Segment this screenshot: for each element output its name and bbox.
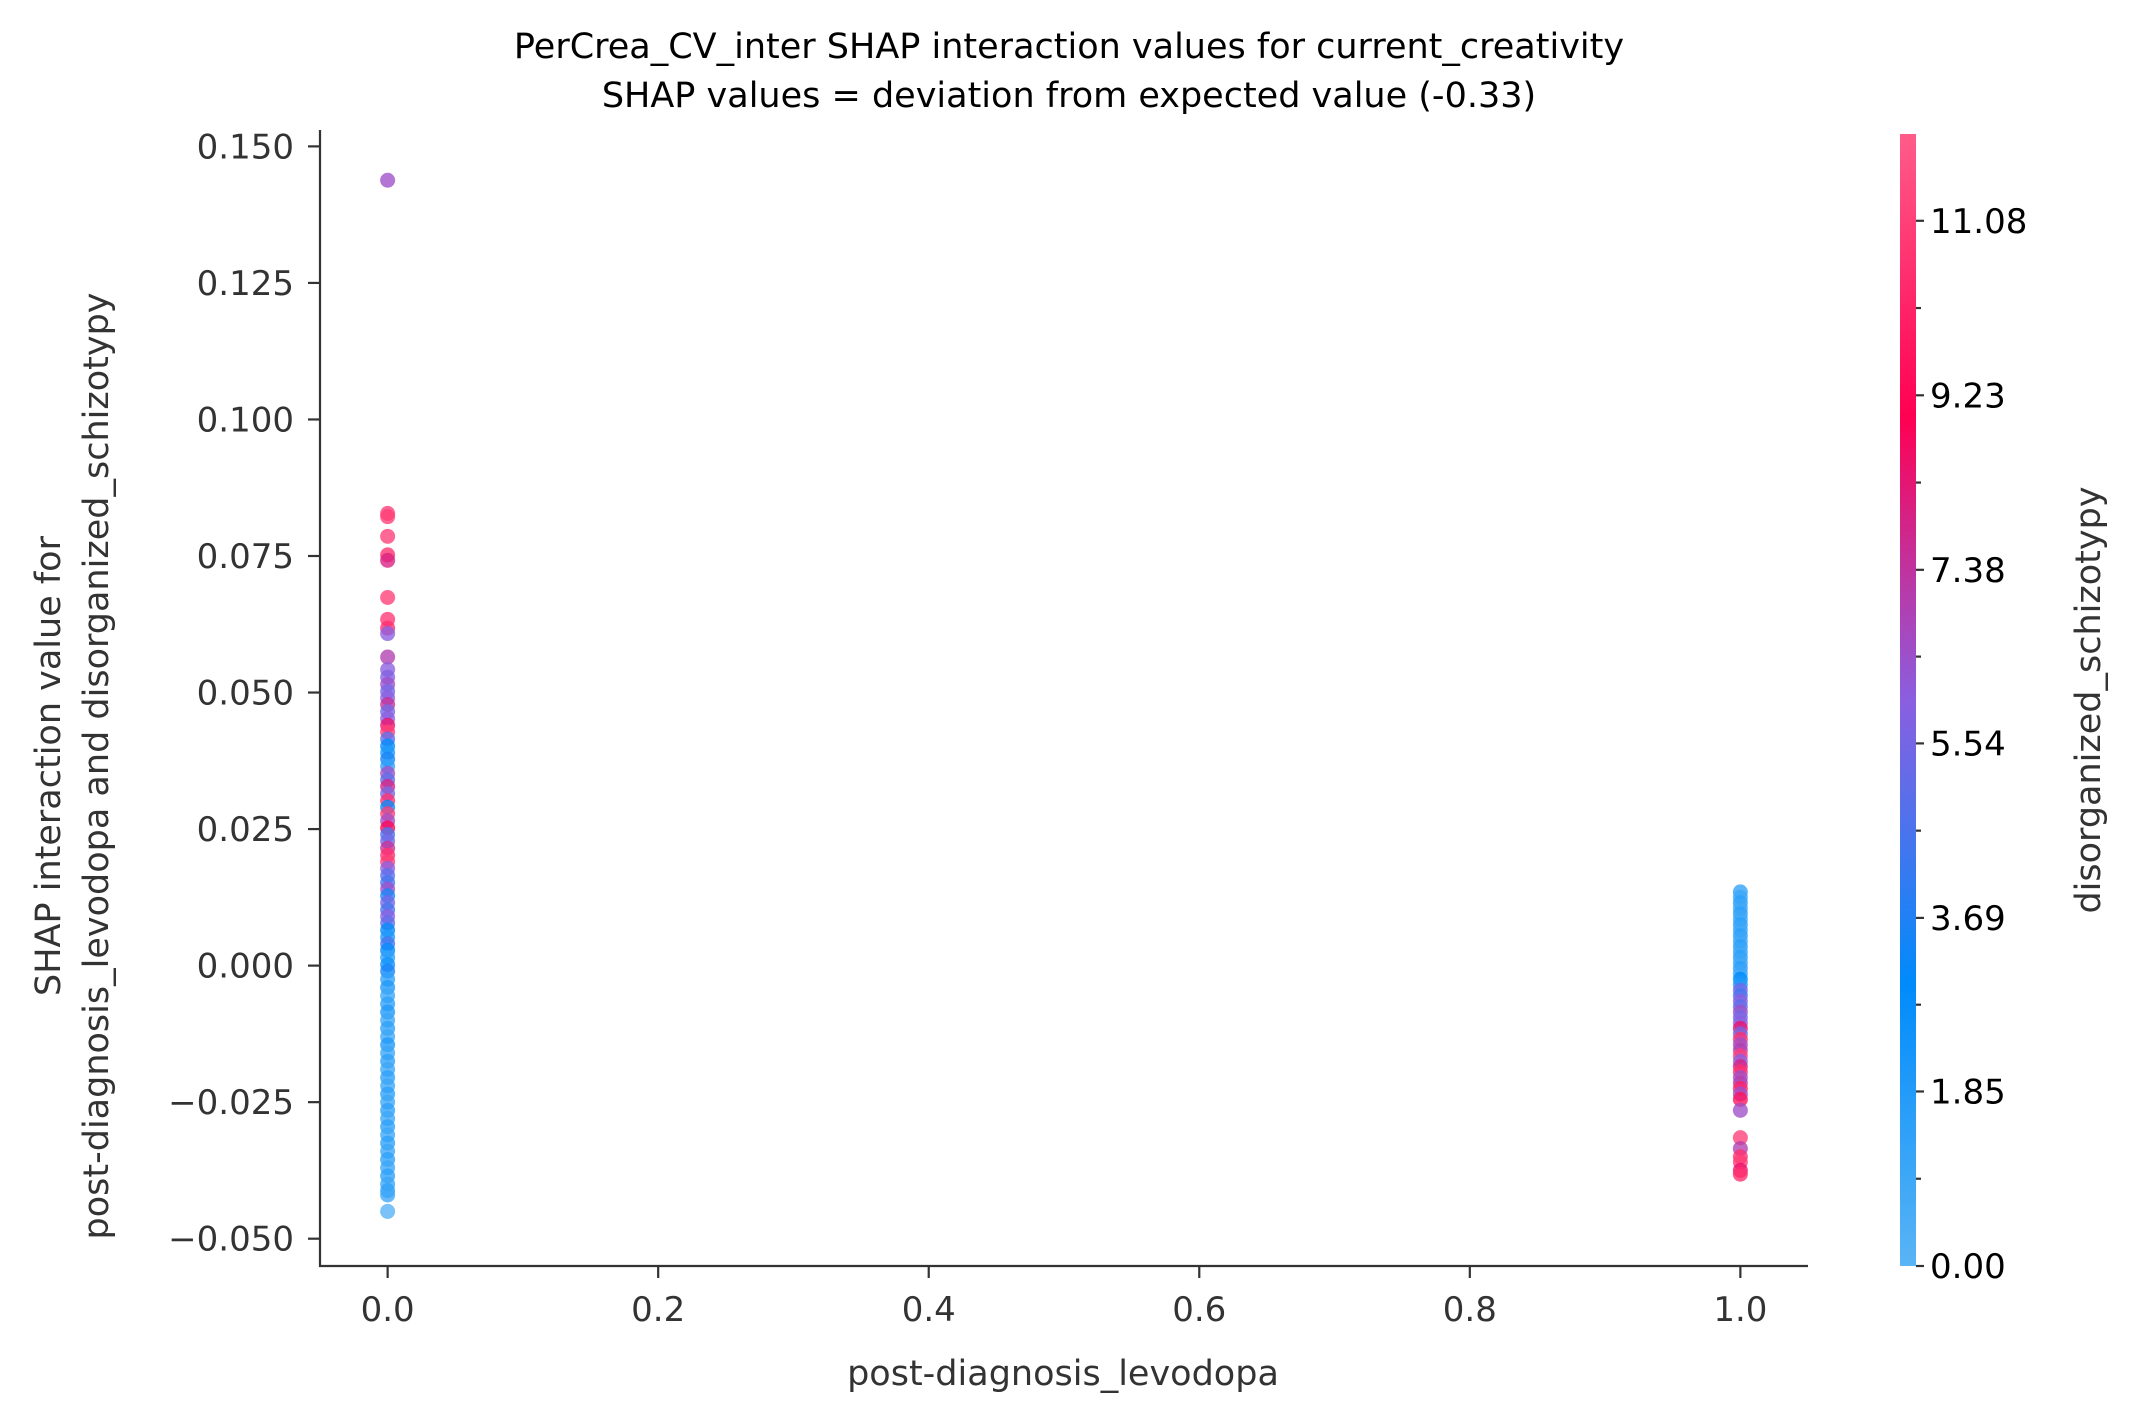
scatter-point bbox=[380, 1203, 396, 1219]
y-axis-title-line-1: SHAP interaction value for bbox=[29, 535, 69, 996]
scatter-point bbox=[380, 552, 396, 568]
y-axis-title-line-2: post-diagnosis_levodopa and disorganized… bbox=[77, 293, 117, 1240]
scatter-point bbox=[1732, 1166, 1748, 1182]
scatter-point bbox=[1732, 1102, 1748, 1118]
y-tick-label: 0.100 bbox=[197, 400, 294, 440]
colorbar-tick-label: 11.08 bbox=[1930, 202, 2027, 242]
colorbar-tick-label: 3.69 bbox=[1930, 899, 2006, 939]
x-tick-label: 0.4 bbox=[902, 1290, 956, 1330]
scatter-point bbox=[380, 172, 396, 188]
scatter-points bbox=[380, 172, 1748, 1219]
scatter-point bbox=[380, 626, 396, 642]
x-tick-label: 0.6 bbox=[1172, 1290, 1226, 1330]
x-tick-label: 1.0 bbox=[1713, 1290, 1767, 1330]
x-axis-ticks: 0.0 0.2 0.4 0.6 0.8 1.0 bbox=[361, 1266, 1767, 1330]
scatter-point bbox=[1732, 1091, 1748, 1107]
x-tick-label: 0.0 bbox=[361, 1290, 415, 1330]
y-tick-label: 0.000 bbox=[197, 947, 294, 987]
y-tick-label: −0.050 bbox=[168, 1220, 294, 1260]
colorbar bbox=[1900, 134, 1916, 1266]
colorbar-ticks: 0.00 1.85 3.69 5.54 7.38 9.23 11.08 bbox=[1916, 202, 2027, 1287]
scatter-point bbox=[380, 509, 396, 525]
x-axis-title: post-diagnosis_levodopa bbox=[847, 1354, 1279, 1394]
y-axis-title: SHAP interaction value for post-diagnosi… bbox=[29, 293, 117, 1240]
scatter-point bbox=[380, 590, 396, 606]
axes-spines bbox=[318, 130, 1808, 1268]
colorbar-tick-label: 9.23 bbox=[1930, 376, 2006, 416]
scatter-point bbox=[380, 528, 396, 544]
y-tick-label: 0.050 bbox=[197, 674, 294, 714]
colorbar-minor-ticks bbox=[1916, 306, 1921, 1180]
y-tick-label: 0.150 bbox=[197, 127, 294, 167]
y-tick-label: 0.025 bbox=[197, 810, 294, 850]
y-axis-ticks: −0.050 −0.025 0.000 0.025 0.050 0.075 0.100 0.1… bbox=[168, 127, 320, 1260]
scatter-point bbox=[380, 1187, 396, 1203]
x-tick-label: 0.2 bbox=[631, 1290, 685, 1330]
scatter-point bbox=[1732, 1130, 1748, 1146]
scatter-point bbox=[380, 649, 396, 665]
colorbar-tick-label: 0.00 bbox=[1930, 1247, 2006, 1287]
colorbar-tick-label: 1.85 bbox=[1930, 1072, 2006, 1112]
chart-subtitle: SHAP values = deviation from expected va… bbox=[602, 76, 1536, 116]
colorbar-title: disorganized_schizotypy bbox=[2069, 486, 2109, 913]
colorbar-tick-label: 7.38 bbox=[1930, 551, 2006, 591]
chart-title: PerCrea_CV_inter SHAP interaction values… bbox=[514, 27, 1624, 67]
colorbar-tick-label: 5.54 bbox=[1930, 724, 2006, 764]
y-tick-label: −0.025 bbox=[168, 1083, 294, 1123]
x-tick-label: 0.8 bbox=[1443, 1290, 1497, 1330]
y-tick-label: 0.125 bbox=[197, 264, 294, 304]
y-tick-label: 0.075 bbox=[197, 537, 294, 577]
